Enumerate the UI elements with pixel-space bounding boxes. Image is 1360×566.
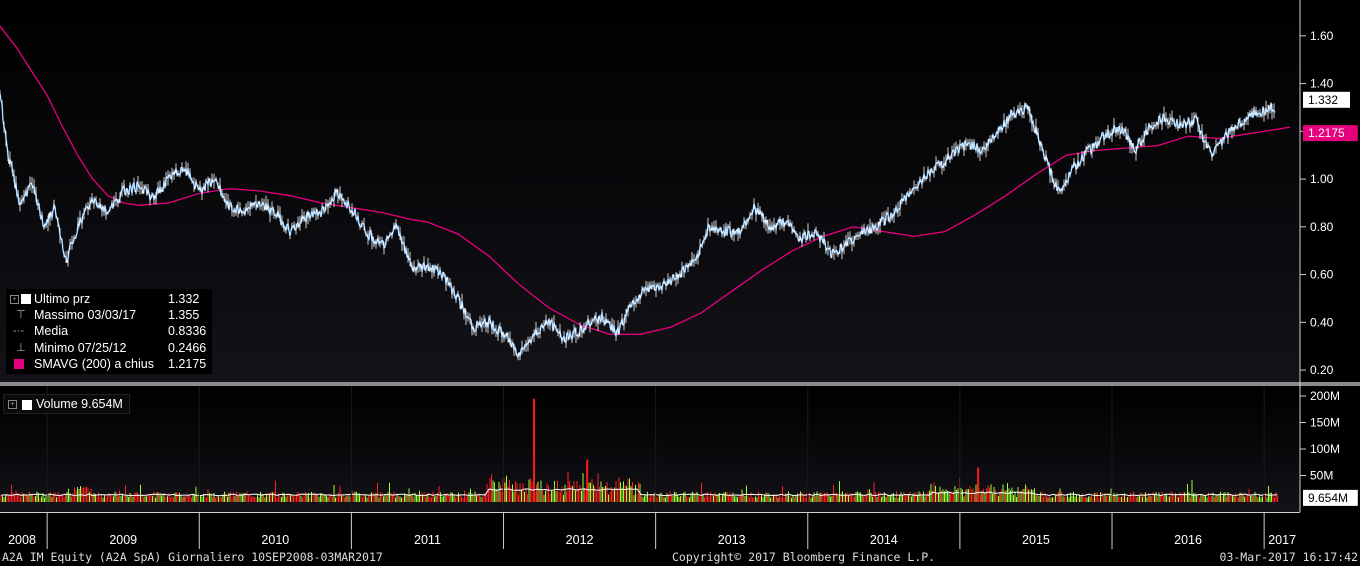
year-label: 2012 [566, 533, 594, 547]
white-square-icon [21, 294, 31, 305]
price-series [0, 25, 1291, 361]
pink-square-icon [14, 358, 24, 369]
expand-icon[interactable]: + [10, 294, 19, 304]
footer-timestamp: 03-Mar-2017 16:17:42 [1219, 550, 1358, 564]
volume-panel-bg [0, 386, 1300, 512]
price-line [0, 93, 1276, 358]
price-tick-label: 0.20 [1310, 363, 1334, 377]
legend-item-sma[interactable]: SMAVG (200) a chius 1.2175 [10, 356, 206, 372]
year-label: 2014 [870, 533, 898, 547]
legend-label: SMAVG (200) a chius [34, 356, 154, 371]
volume-badge-bg [1303, 489, 1358, 506]
legend-label: Massimo 03/03/17 [34, 308, 137, 323]
sma-badge-bg [1303, 125, 1358, 142]
white-square-icon [22, 399, 33, 410]
year-label: 2008 [8, 533, 36, 547]
year-label: 2011 [414, 533, 441, 547]
year-label: 2010 [261, 533, 289, 547]
volume-tick-label: 100M [1310, 442, 1340, 456]
right-value-labels: 1.332 1.2175 9.654M [1303, 91, 1358, 506]
legend-label: Minimo 07/25/12 [34, 340, 127, 355]
panel-divider [0, 382, 1360, 386]
volume-legend-label: Volume [35, 397, 78, 411]
year-label: 2017 [1268, 533, 1296, 547]
legend-label: Media [34, 324, 69, 339]
volume-tick-label: 50M [1310, 469, 1333, 483]
price-y-axis: 0.200.400.600.801.001.201.401.60 [1300, 29, 1334, 377]
year-label: 2013 [718, 533, 746, 547]
expand-icon[interactable]: + [8, 400, 17, 410]
price-tick-label: 1.00 [1310, 172, 1334, 186]
legend-item-low[interactable]: ⊥ Minimo 07/25/12 0.2466 [10, 340, 206, 356]
legend-value: 1.332 [168, 292, 200, 306]
legend-label: Ultimo prz [34, 292, 91, 306]
sma-badge: 1.2175 [1308, 126, 1345, 140]
x-axis-bg [0, 512, 1300, 549]
legend-value: 1.355 [168, 308, 200, 323]
year-label: 2009 [109, 533, 137, 547]
volume-legend-value: 9.654M [81, 397, 123, 411]
price-tick-label: 0.60 [1310, 268, 1334, 282]
volume-tick-label: 150M [1310, 416, 1340, 430]
price-tick-label: 0.80 [1310, 220, 1334, 234]
volume-y-axis: 50M 100M 150M 200M [1300, 389, 1340, 483]
price-tick-label: 0.40 [1310, 315, 1334, 329]
legend-item-high[interactable]: ⊤ Massimo 03/03/17 1.355 [10, 307, 206, 323]
footer-security: A2A IM Equity (A2A SpA) Giornaliero 10SE… [2, 550, 383, 564]
volume-tick-label: 200M [1310, 389, 1340, 403]
footer-copyright: Copyright© 2017 Bloomberg Finance L.P. [672, 550, 936, 564]
last-price-badge-bg [1303, 91, 1350, 108]
volume-bars [0, 398, 1278, 502]
legend-item-mean[interactable]: -·- Media 0.8336 [10, 323, 206, 339]
year-label: 2015 [1022, 533, 1050, 547]
low-marker-icon: ⊥ [10, 341, 26, 354]
price-tick-label: 1.40 [1310, 77, 1334, 91]
last-price-badge: 1.332 [1308, 93, 1338, 107]
legend-value: 0.8336 [168, 324, 207, 339]
volume-legend[interactable]: + Volume 9.654M [3, 394, 130, 414]
mean-marker-icon: -·- [10, 325, 25, 338]
price-legend: + Ultimo prz 1.332 ⊤ Massimo 03/03/17 1.… [6, 289, 213, 375]
volume-badge: 9.654M [1308, 491, 1348, 505]
year-label: 2016 [1174, 533, 1202, 547]
legend-value: 1.2175 [168, 356, 207, 371]
price-tick-label: 1.60 [1310, 29, 1334, 43]
high-marker-icon: ⊤ [10, 309, 26, 322]
footer: A2A IM Equity (A2A SpA) Giornaliero 10SE… [0, 549, 1360, 566]
legend-value: 0.2466 [168, 340, 207, 355]
legend-item-last-price[interactable]: + Ultimo prz 1.332 [10, 291, 206, 307]
volume-average-line [0, 488, 1278, 497]
